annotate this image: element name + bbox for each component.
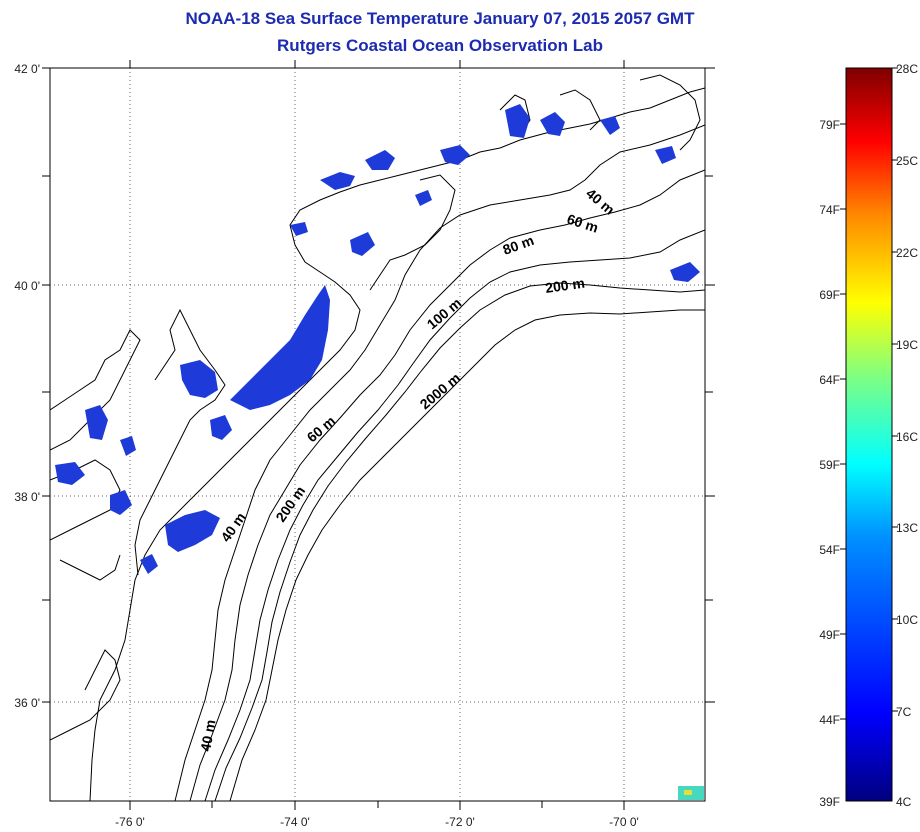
colorbar-c-label: 16C	[896, 430, 918, 444]
lat-label: 42 0'	[14, 62, 40, 76]
colorbar-f-label: 54F	[819, 543, 840, 557]
sst-warm-patch	[678, 786, 704, 800]
lon-label: -74 0'	[280, 815, 310, 829]
map-frame	[49, 67, 706, 802]
lon-label: -76 0'	[115, 815, 145, 829]
lon-label: -70 0'	[609, 815, 639, 829]
colorbar-c-label: 25C	[896, 154, 918, 168]
colorbar-f-label: 69F	[819, 288, 840, 302]
colorbar-f-label: 59F	[819, 458, 840, 472]
colorbar-c-label: 28C	[896, 62, 918, 76]
colorbar-c-label: 7C	[896, 705, 912, 719]
colorbar-c-label: 10C	[896, 613, 918, 627]
colorbar	[845, 67, 893, 802]
colorbar-c-label: 19C	[896, 338, 918, 352]
colorbar-f-label: 79F	[819, 118, 840, 132]
colorbar-c-label: 13C	[896, 521, 918, 535]
map-title: NOAA-18 Sea Surface Temperature January …	[185, 9, 695, 28]
bathymetry-contours	[174, 124, 705, 801]
lat-label: 36 0'	[14, 696, 40, 710]
lon-label: -72 0'	[445, 815, 475, 829]
ticks	[42, 60, 715, 810]
colorbar-f-label: 39F	[819, 795, 840, 809]
colorbar-f-label: 49F	[819, 628, 840, 642]
sst-data-patches	[55, 104, 700, 574]
lat-label: 40 0'	[14, 279, 40, 293]
map-subtitle: Rutgers Coastal Ocean Observation Lab	[277, 36, 603, 55]
contour-label: 200 m	[544, 275, 586, 296]
colorbar-f-label: 64F	[819, 373, 840, 387]
lat-label: 38 0'	[14, 490, 40, 504]
colorbar-c-label: 22C	[896, 246, 918, 260]
colorbar-f-label: 44F	[819, 713, 840, 727]
contour-label: 40 m	[197, 718, 218, 752]
colorbar-c-label: 4C	[896, 795, 912, 809]
colorbar-ticks	[840, 67, 898, 720]
colorbar-f-label: 74F	[819, 203, 840, 217]
